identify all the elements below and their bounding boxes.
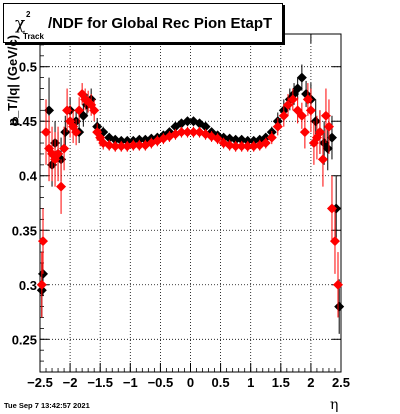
data-point [110, 141, 121, 152]
data-point [59, 143, 70, 154]
x-tick-label: 2 [307, 375, 314, 390]
data-point [230, 134, 241, 145]
x-tick-labels: −2.5 −2 −1.5 −1 −0.5 0 0.5 1 1.5 2 2.5 [27, 375, 350, 390]
data-point [53, 148, 64, 159]
data-point [299, 127, 310, 138]
data-point [71, 127, 82, 138]
x-tick-label: −1.5 [87, 375, 113, 390]
data-point [242, 141, 253, 152]
data-point [128, 140, 139, 151]
data-point [296, 110, 307, 121]
data-point [329, 236, 340, 247]
y-axis-label: p_T/|q| (GeV/c) [5, 34, 20, 126]
timestamp-footer: Tue Sep 7 13:42:57 2021 [4, 401, 90, 410]
data-point [62, 105, 73, 116]
data-point [176, 127, 187, 138]
data-point [272, 121, 283, 132]
series-red [36, 83, 343, 318]
data-point [310, 116, 321, 127]
title-chi-symbol: χ [15, 14, 26, 34]
data-point [296, 72, 307, 83]
data-point [266, 132, 277, 143]
data-point [134, 140, 145, 151]
y-tick-label: 0.3 [19, 278, 37, 293]
data-point [36, 279, 47, 290]
x-tick-label: −2.5 [27, 375, 53, 390]
y-tick-label: 0.45 [12, 114, 37, 129]
data-point [278, 110, 289, 121]
data-point [89, 105, 100, 116]
data-point [283, 99, 294, 110]
data-point [44, 105, 55, 116]
title-box: χ 2 Track /NDF for Global Rec Pion EtapT [3, 3, 283, 43]
data-point [116, 141, 127, 152]
y-tick-labels: 0.25 0.3 0.35 0.4 0.45 0.5 [12, 60, 38, 348]
x-tick-label: 0 [187, 375, 194, 390]
data-point [188, 127, 199, 138]
data-point [74, 105, 85, 116]
data-point [302, 94, 313, 105]
data-point [182, 127, 193, 138]
x-tick-label: 1.5 [272, 375, 290, 390]
x-tick-label: 2.5 [332, 375, 350, 390]
data-point [326, 132, 337, 143]
data-point [326, 203, 337, 214]
x-tick-label: −1 [123, 375, 138, 390]
data-point [314, 127, 325, 138]
data-point [323, 121, 334, 132]
x-tick-label: 0.5 [212, 375, 230, 390]
data-point [230, 141, 241, 152]
data-point [56, 181, 67, 192]
data-point [236, 141, 247, 152]
y-tick-label: 0.5 [19, 60, 37, 75]
data-point [322, 143, 333, 154]
x-axis-label: η [330, 397, 339, 413]
data-point [260, 138, 271, 149]
x-tick-label: −2 [63, 375, 78, 390]
data-point [317, 154, 328, 165]
data-point [305, 105, 316, 116]
x-tick-label: −0.5 [148, 375, 174, 390]
title-superscript: 2 [26, 10, 31, 19]
data-point [212, 133, 223, 144]
data-point [287, 94, 298, 105]
data-point [334, 301, 345, 312]
y-tick-label: 0.25 [12, 332, 37, 347]
data-point [320, 110, 331, 121]
data-point [292, 83, 303, 94]
y-tick-label: 0.4 [19, 169, 38, 184]
data-point [182, 116, 193, 127]
y-tick-label: 0.35 [12, 223, 37, 238]
data-point [41, 127, 52, 138]
title-subscript: Track [23, 32, 44, 41]
data-point [200, 121, 211, 132]
data-point [60, 127, 71, 138]
data-series [36, 64, 345, 334]
data-point [38, 236, 49, 247]
data-point [332, 279, 343, 290]
chart-title: /NDF for Global Rec Pion EtapT [48, 15, 273, 32]
x-tick-label: 1 [247, 375, 254, 390]
